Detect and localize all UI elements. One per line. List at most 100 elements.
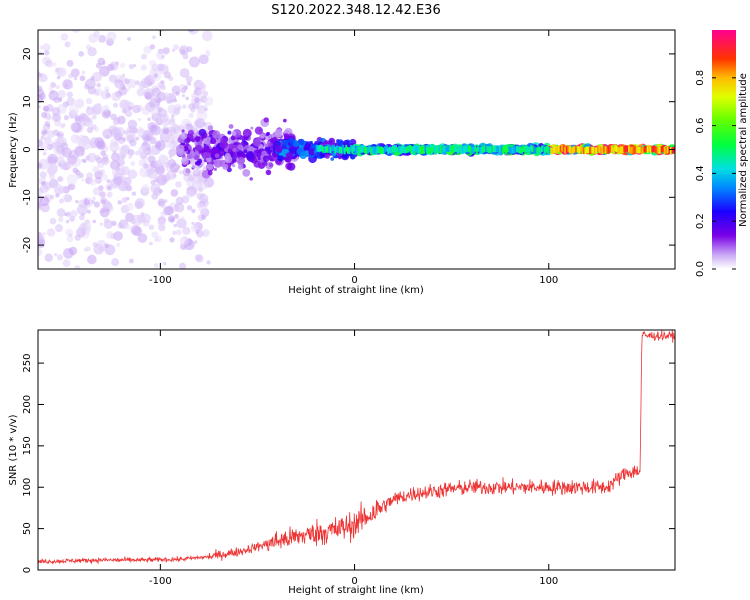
spectrogram-cell	[178, 170, 183, 175]
spectrogram-cell	[114, 126, 125, 138]
spectrogram-cell	[56, 75, 61, 80]
spectrogram-ridge-cell	[402, 146, 405, 153]
spectrogram-cell	[268, 162, 274, 168]
spectrogram-ridge-cell	[452, 144, 455, 152]
spectrogram-cell	[152, 25, 155, 28]
spectrogram-cell	[47, 116, 52, 121]
spectrogram-cell	[136, 104, 143, 112]
spectrogram-cell	[53, 252, 58, 257]
spectrogram-cell	[330, 157, 335, 161]
spectrogram-cell	[127, 37, 131, 41]
spectrogram-cell	[116, 242, 121, 247]
spectrogram-ridge-cell	[503, 145, 506, 153]
spectrogram-ridge-cell	[509, 147, 512, 154]
spectrogram-ridge-cell	[464, 145, 467, 152]
spectrogram-cell	[243, 149, 248, 154]
spectrogram-cell	[69, 104, 80, 115]
spectrogram-cell	[120, 62, 126, 69]
spectrogram-cell	[205, 152, 212, 159]
spectrogram-cell	[141, 199, 145, 204]
spectrogram-cell	[298, 138, 305, 146]
spectrogram-cell	[141, 184, 150, 193]
spectrogram-ridge-cell	[628, 145, 631, 153]
spectrogram-ridge-cell	[365, 147, 368, 154]
spectrogram-cell	[160, 84, 166, 91]
spectrogram-cell	[91, 114, 97, 120]
spectrogram-cell	[38, 105, 41, 109]
spectrogram-cell	[134, 80, 140, 85]
spectrogram-ridge-cell	[461, 146, 464, 153]
spectrogram-cell	[185, 168, 191, 174]
spectrogram-ridge-cell	[618, 147, 621, 155]
spectrogram-cell	[188, 30, 199, 35]
spectrogram-cell	[205, 299, 212, 306]
spectrogram-ridge-cell	[359, 146, 362, 154]
spectrogram-cell	[134, 198, 145, 209]
spectrogram-ridge-cell	[495, 145, 498, 153]
spectrogram-cell	[139, 166, 150, 178]
spectrogram-cell	[292, 140, 300, 148]
spectrogram-cell	[285, 152, 294, 160]
y-tick-label: 150	[22, 436, 33, 455]
spectrogram-cell	[169, 162, 180, 173]
spectrogram-cell	[55, 67, 60, 73]
spectrogram-ridge-cell	[542, 144, 545, 152]
spectrogram-cell	[137, 214, 146, 224]
spectrogram-ridge-cell	[471, 146, 474, 153]
spectrogram-ridge-cell	[572, 146, 575, 154]
spectrogram-cell	[122, 24, 126, 28]
spectrogram-cell	[224, 155, 233, 164]
spectrogram-cell	[42, 232, 46, 236]
spectrogram-ridge-cell	[396, 147, 399, 155]
spectrogram-ridge-cell	[429, 147, 432, 155]
spectrogram-cell	[78, 51, 85, 57]
spectrogram-ridge-cell	[516, 145, 519, 153]
spectrogram-ridge-cell	[393, 144, 396, 152]
spectrogram-cell	[78, 223, 88, 233]
spectrogram-cell	[68, 183, 76, 191]
spectrogram-cell	[40, 142, 49, 152]
spectrogram-ridge-cell	[486, 145, 489, 153]
spectrogram-cell	[180, 132, 188, 140]
spectrogram-ridge-cell	[654, 145, 657, 153]
spectrogram-ridge-cell	[651, 145, 654, 153]
spectrogram-cell	[201, 229, 210, 237]
spectrogram-ridge-cell	[491, 145, 494, 152]
spectrogram-cell	[191, 221, 195, 225]
spectrogram-ridge-cell	[561, 144, 564, 152]
spectrogram-cell	[162, 173, 171, 183]
spectrogram-cell	[78, 137, 89, 148]
spectrogram-ridge-cell	[353, 144, 356, 152]
spectrogram-cell	[185, 96, 189, 101]
spectrogram-cell	[40, 74, 48, 82]
spectrogram-ridge-cell	[315, 144, 318, 152]
spectrogram-cell	[156, 91, 167, 102]
spectrogram-cell	[121, 99, 132, 111]
spectrogram-cell	[253, 149, 262, 158]
y-tick-label: 10	[22, 95, 33, 108]
spectrogram-ridge-cell	[657, 147, 660, 154]
spectrogram-cell	[156, 165, 166, 174]
spectrogram-ridge-cell	[525, 145, 528, 153]
spectrogram-ridge-cell	[463, 146, 466, 153]
spectrogram-cell	[190, 107, 196, 113]
spectrogram-ridge-cell	[408, 144, 411, 152]
spectrogram-ridge-cell	[540, 145, 543, 153]
spectrogram-ridge-cell	[612, 147, 615, 155]
spectrogram-cell	[226, 167, 232, 173]
spectrogram-cell	[63, 115, 70, 121]
spectrogram-ridge-cell	[466, 145, 469, 153]
spectrogram-ridge-cell	[354, 147, 357, 154]
spectrogram-ridge-cell	[579, 144, 582, 152]
spectrogram-cell	[182, 226, 191, 235]
spectrogram-ridge-cell	[424, 145, 427, 152]
spectrogram-cell	[206, 52, 211, 57]
snr-axes: -100 0 100 0 50 100 150 200 250	[22, 330, 675, 587]
spectrogram-cell	[188, 56, 200, 68]
spectrogram-ridge-cell	[382, 147, 385, 155]
spectrogram-cell	[48, 173, 55, 180]
spectrogram-cell	[141, 53, 148, 60]
spectrogram-ridge-cell	[506, 145, 509, 153]
spectrogram-cell	[110, 277, 115, 282]
spectrogram-cell	[52, 62, 57, 67]
